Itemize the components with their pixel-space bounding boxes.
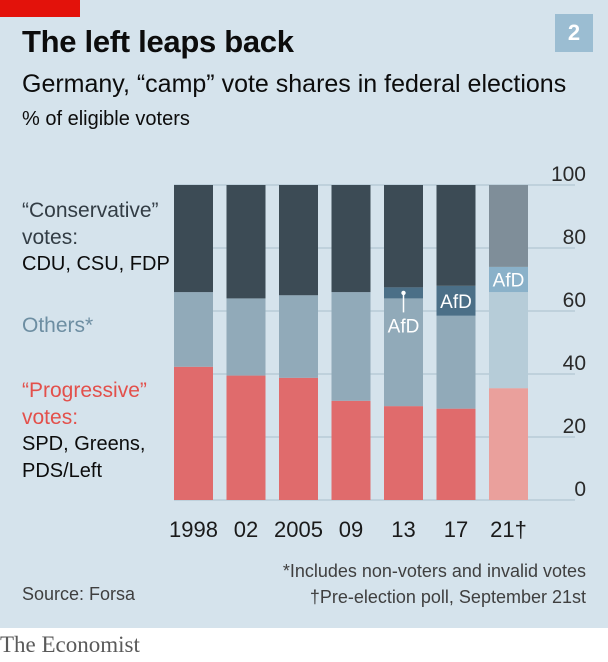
x-tick-label-5: 17 (444, 517, 468, 542)
y-tick-label-20: 20 (563, 415, 586, 438)
bar-conservative-2 (279, 185, 318, 296)
source-note: Source: Forsa (22, 584, 136, 604)
y-tick-label-40: 40 (563, 352, 586, 375)
bar-others-4 (384, 298, 423, 407)
bar-progressive-0 (174, 366, 213, 500)
economist-logo-text: The Economist (0, 632, 140, 657)
legend-progressive: “Progressive” votes: SPD, Greens, PDS/Le… (22, 377, 172, 485)
x-tick-label-1: 02 (234, 517, 258, 542)
chart-unit-label: % of eligible voters (22, 108, 190, 130)
stacked-bar-chart: 0 20 40 60 80 100 1998 02 2005 09 13 17 21† AfD AfD AfD (169, 163, 586, 542)
y-tick-label-80: 80 (563, 226, 586, 249)
legend-conservative-head: “Conservative” votes: (22, 197, 182, 251)
afd-label-5: AfD (440, 292, 472, 313)
bar-others-1 (226, 298, 266, 376)
bar-progressive-4 (384, 406, 423, 500)
bar-others-0 (174, 292, 213, 367)
bar-conservative-1 (226, 185, 266, 299)
bar-progressive-2 (279, 377, 318, 500)
y-tick-label-0: 0 (574, 478, 586, 501)
bar-others-6 (489, 292, 528, 389)
bar-afd-6 (489, 266, 528, 293)
footnote-others: *Includes non-voters and invalid votes (282, 561, 586, 581)
bar-progressive-5 (436, 408, 476, 500)
bar-conservative-5 (436, 185, 476, 286)
y-tick-label-100: 100 (551, 163, 586, 186)
legend-conservative-parties: CDU, CSU, FDP (22, 253, 170, 275)
legend-conservative-head-text: “Conservative” votes: (22, 199, 159, 249)
legend-progressive-head: “Progressive” votes: (22, 377, 172, 431)
bar-others-2 (279, 295, 318, 378)
legend-progressive-head-text: “Progressive” votes: (22, 379, 147, 429)
brand-red-tab (0, 0, 80, 17)
bar-progressive-3 (331, 400, 371, 500)
bar-others-3 (331, 292, 371, 401)
footnote-poll: †Pre-election poll, September 21st (309, 587, 586, 607)
legend-conservative: “Conservative” votes: CDU, CSU, FDP (22, 197, 182, 278)
bar-conservative-4 (384, 185, 423, 288)
chart-number-badge: 2 (555, 14, 593, 52)
afd-label-4: AfD (388, 316, 420, 337)
x-tick-label-3: 09 (339, 517, 363, 542)
footnotes: *Includes non-voters and invalid votes †… (283, 558, 586, 610)
x-tick-label-4: 13 (391, 517, 415, 542)
bar-others-5 (436, 315, 476, 409)
legend-others: Others* (22, 314, 94, 337)
legend-progressive-parties-1: SPD, Greens, (22, 433, 146, 455)
bar-conservative-0 (174, 185, 213, 293)
legend-progressive-parties-2: PDS/Left (22, 460, 103, 482)
bar-progressive-6 (489, 388, 528, 500)
chart-subtitle: Germany, “camp” vote shares in federal e… (22, 70, 567, 98)
afd-label-6: AfD (493, 271, 525, 292)
bar-progressive-1 (226, 375, 266, 500)
x-tick-label-0: 1998 (169, 517, 218, 542)
x-tick-label-2: 2005 (274, 517, 323, 542)
chart-title: The left leaps back (22, 24, 294, 59)
y-tick-label-60: 60 (563, 289, 586, 312)
bar-afd-5 (436, 285, 476, 316)
x-tick-label-6: 21† (490, 517, 527, 542)
bar-conservative-3 (331, 185, 371, 293)
bar-conservative-6 (489, 185, 528, 267)
